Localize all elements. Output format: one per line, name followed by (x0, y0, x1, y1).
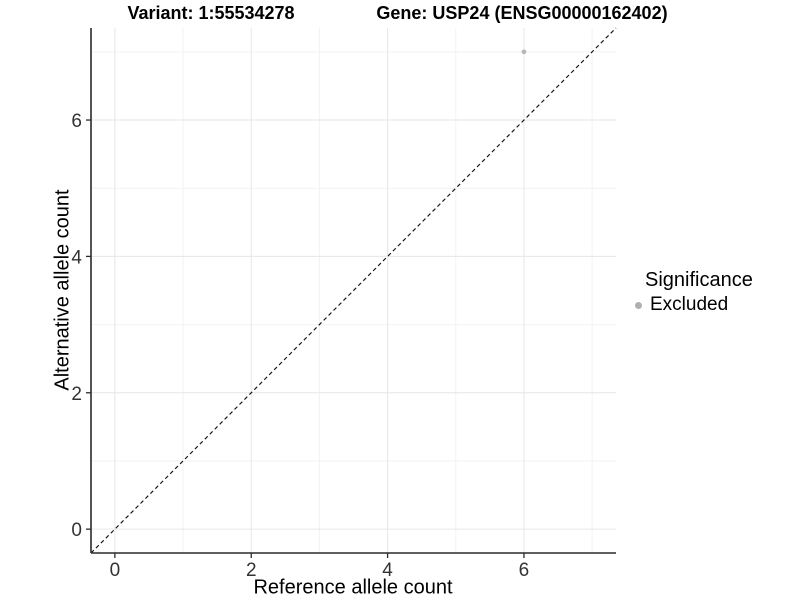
x-tick-label: 2 (246, 560, 257, 581)
legend: Significance Excluded (632, 269, 753, 316)
x-tick-label: 6 (519, 560, 530, 581)
y-tick-label: 4 (71, 247, 82, 268)
y-tick-label: 6 (71, 111, 82, 132)
variant-title: Variant: 1:55534278 (127, 3, 295, 23)
legend-title: Significance (645, 269, 753, 291)
identity-line (90, 27, 617, 554)
data-point (521, 49, 527, 55)
excluded-point-icon (635, 301, 642, 309)
y-axis-title: Alternative allele count (51, 189, 74, 391)
legend-entry-excluded: Excluded (632, 294, 753, 316)
x-axis-title: Reference allele count (253, 576, 453, 599)
y-tick-label: 0 (71, 520, 82, 541)
gene-title: Gene: USP24 (ENSG00000162402) (376, 3, 668, 23)
y-tick-label: 2 (71, 384, 82, 405)
legend-entry-label: Excluded (650, 294, 729, 315)
x-tick-label: 0 (110, 560, 121, 581)
x-tick-label: 4 (382, 560, 393, 581)
